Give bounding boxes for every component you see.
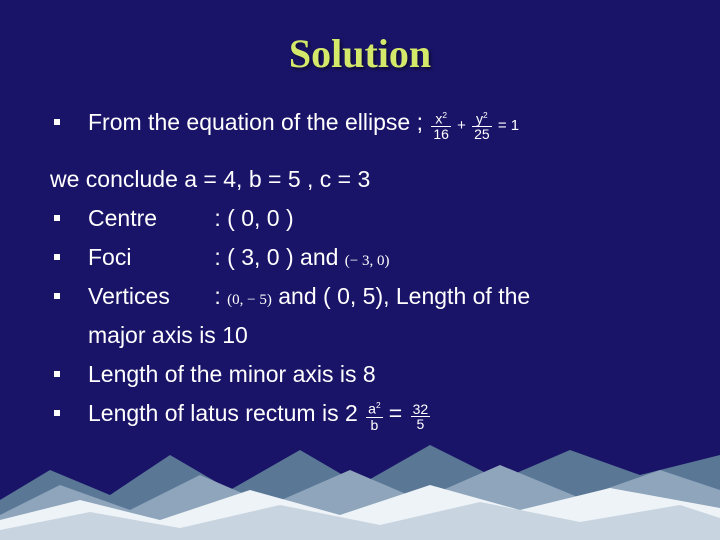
- latus-mid: =: [389, 400, 409, 426]
- conclude-text: we conclude a = 4, b = 5 , c = 3: [50, 164, 670, 195]
- minor-text: Length of the minor axis is 8: [88, 359, 670, 390]
- centre-value: : ( 0, 0 ): [214, 205, 293, 231]
- line-intro: From the equation of the ellipse ; x216 …: [50, 107, 670, 142]
- title-text: Solution: [289, 31, 431, 76]
- latus-frac1: a2b: [364, 408, 389, 425]
- intro-text: From the equation of the ellipse ;: [88, 109, 423, 135]
- latus-frac2: 325: [409, 408, 433, 425]
- bullet-icon: [54, 293, 60, 299]
- latus-pre: Length of latus rectum is 2: [88, 400, 358, 426]
- foci-math: (− 3, 0): [345, 253, 390, 269]
- vertices-post: and ( 0, 5), Length of the: [272, 283, 530, 309]
- bullet-icon: [54, 215, 60, 221]
- vertices-math: (0, − 5): [227, 292, 272, 308]
- bullet-icon: [54, 371, 60, 377]
- bullet-icon: [54, 254, 60, 260]
- line-centre: Centre : ( 0, 0 ): [50, 203, 670, 234]
- centre-label: Centre: [88, 203, 208, 234]
- line-vertices: Vertices : (0, − 5) and ( 0, 5), Length …: [50, 281, 670, 312]
- line-latus: Length of latus rectum is 2 a2b = 325: [50, 398, 670, 433]
- vertices-pre: :: [214, 283, 227, 309]
- slide-title: Solution: [50, 30, 670, 77]
- bullet-icon: [54, 410, 60, 416]
- bullet-icon: [54, 119, 60, 125]
- vertices-cont: major axis is 10: [88, 320, 670, 351]
- slide-content: Solution From the equation of the ellips…: [0, 0, 720, 470]
- vertices-label: Vertices: [88, 281, 208, 312]
- line-conclude: we conclude a = 4, b = 5 , c = 3: [50, 164, 670, 195]
- line-minor: Length of the minor axis is 8: [50, 359, 670, 390]
- line-foci: Foci : ( 3, 0 ) and (− 3, 0): [50, 242, 670, 273]
- main-equation: x216 + y225 = 1: [429, 117, 519, 134]
- foci-value: : ( 3, 0 ) and: [214, 244, 338, 270]
- foci-label: Foci: [88, 242, 208, 273]
- line-vertices-cont: major axis is 10: [50, 320, 670, 351]
